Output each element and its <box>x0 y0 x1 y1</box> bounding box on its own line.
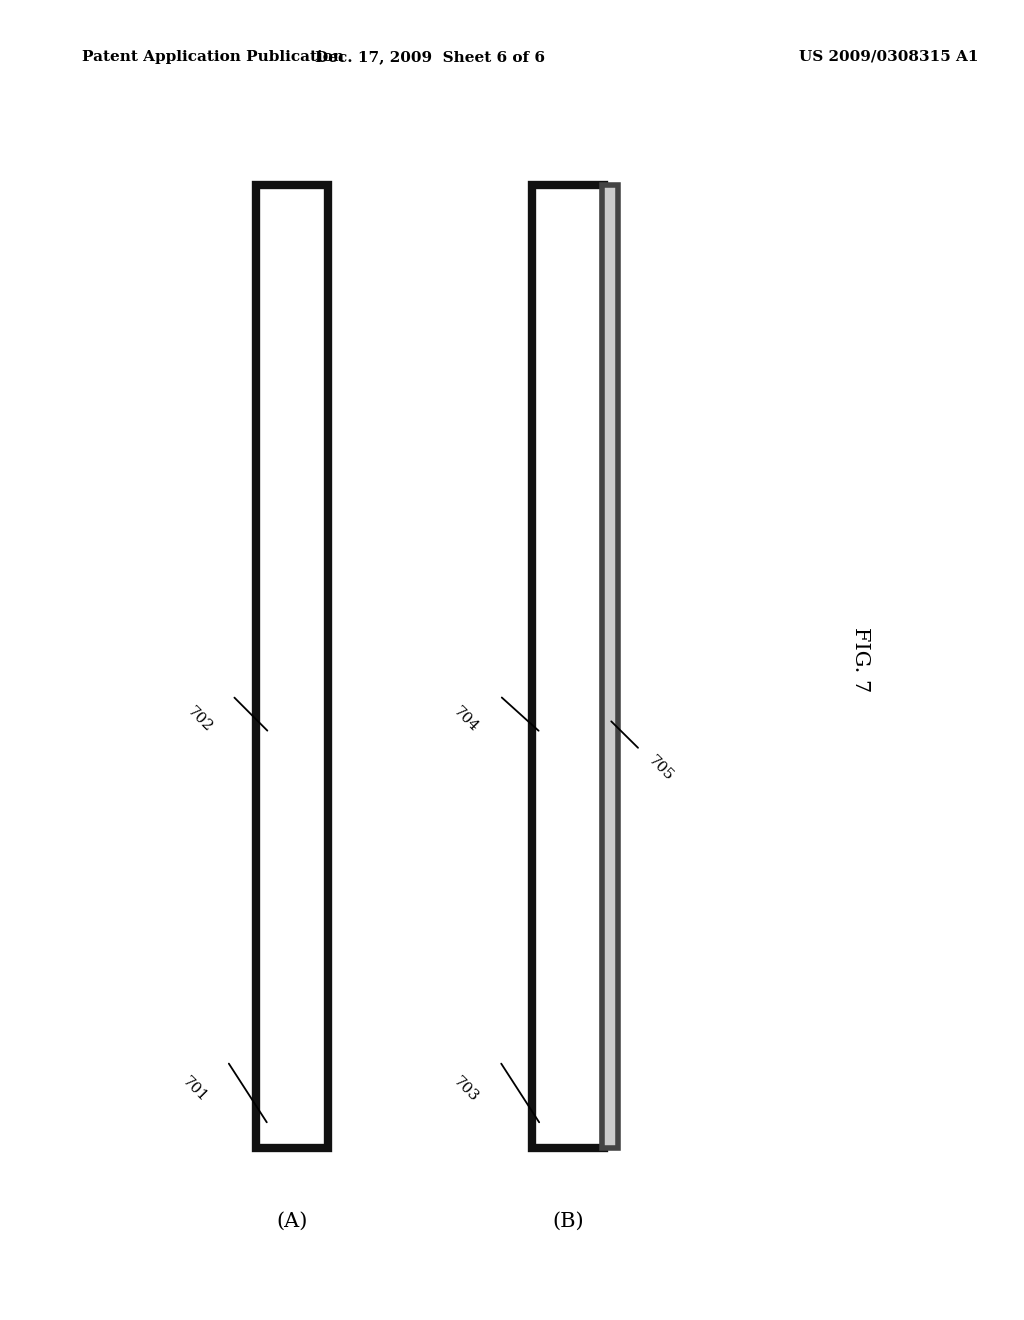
Text: Dec. 17, 2009  Sheet 6 of 6: Dec. 17, 2009 Sheet 6 of 6 <box>315 50 545 63</box>
Text: 704: 704 <box>451 704 481 735</box>
Bar <box>532 185 604 1148</box>
Bar <box>256 185 328 1148</box>
Text: 702: 702 <box>184 704 215 735</box>
Text: 703: 703 <box>451 1073 481 1105</box>
Bar <box>602 185 618 1148</box>
Text: US 2009/0308315 A1: US 2009/0308315 A1 <box>799 50 978 63</box>
Text: FIG. 7: FIG. 7 <box>851 627 869 693</box>
Text: (B): (B) <box>553 1212 584 1230</box>
Text: Patent Application Publication: Patent Application Publication <box>82 50 344 63</box>
Text: 705: 705 <box>645 752 676 784</box>
Text: 701: 701 <box>179 1073 210 1105</box>
Text: (A): (A) <box>276 1212 307 1230</box>
